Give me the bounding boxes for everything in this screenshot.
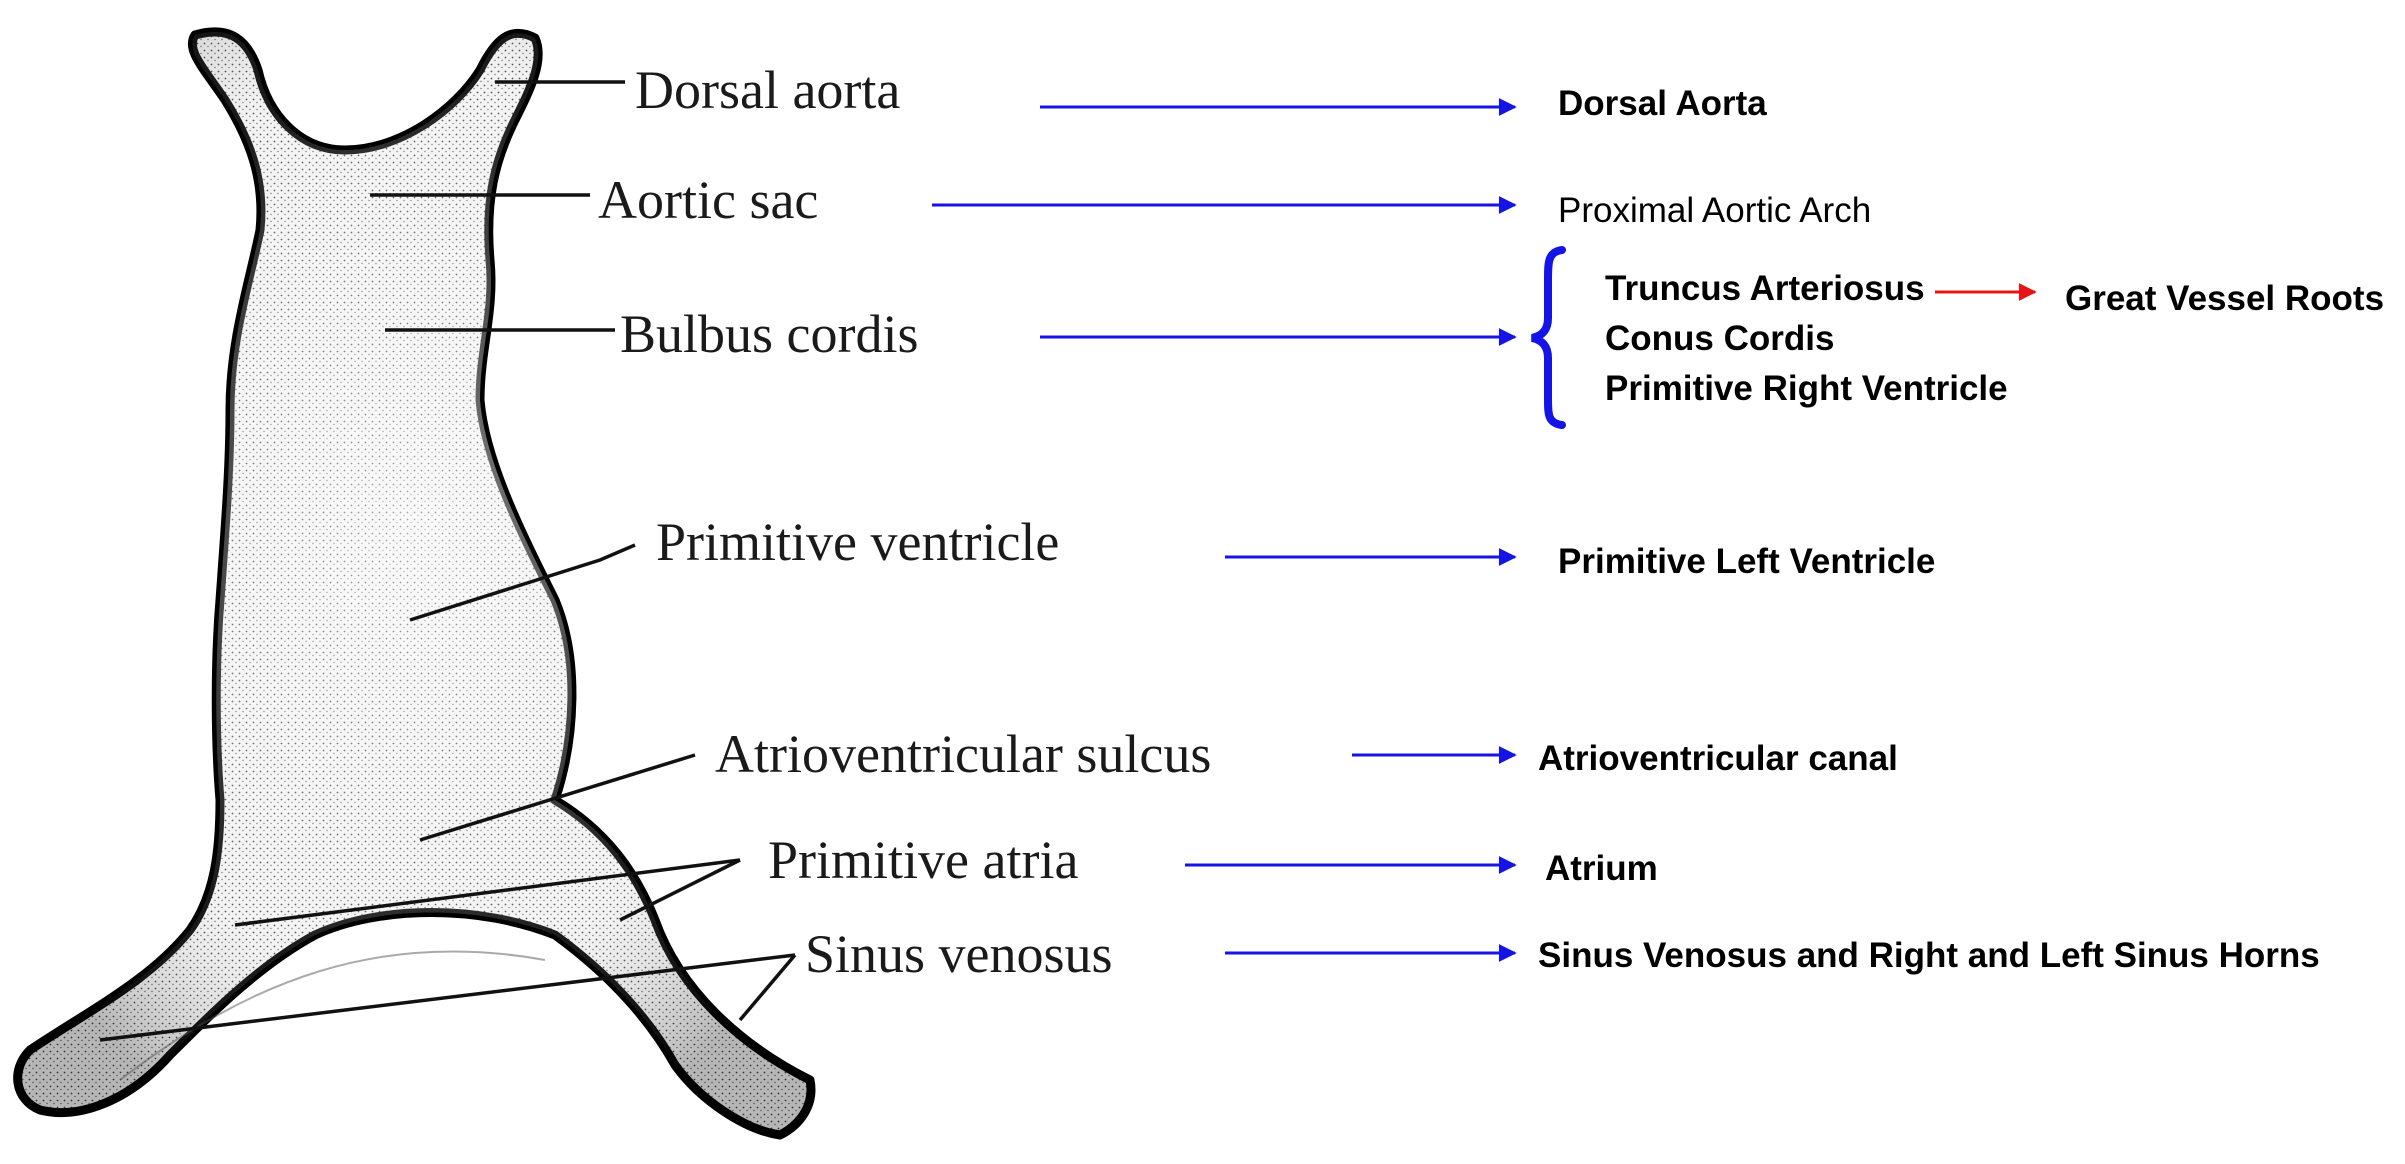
label-truncus-arteriosus: Truncus Arteriosus bbox=[1605, 269, 1925, 308]
leader-atria-b bbox=[619, 858, 741, 922]
label-atrium: Atrium bbox=[1545, 849, 1658, 888]
label-bulbus-cordis: Bulbus cordis bbox=[620, 304, 919, 364]
label-sinus-venosus: Sinus venosus bbox=[805, 924, 1113, 984]
leader-av-sulcus bbox=[419, 753, 696, 842]
bulbus-brace bbox=[1531, 246, 1566, 429]
label-dorsal-aorta: Dorsal aorta bbox=[635, 60, 900, 120]
heart-tube-illustration bbox=[13, 27, 816, 1140]
leader-sinus-b bbox=[738, 953, 797, 1022]
label-aortic-sac: Aortic sac bbox=[598, 170, 818, 230]
label-primitive-atria: Primitive atria bbox=[768, 830, 1078, 890]
leader-lines bbox=[99, 80, 797, 1042]
label-conus-cordis: Conus Cordis bbox=[1605, 319, 1834, 358]
label-av-canal: Atrioventricular canal bbox=[1538, 739, 1898, 778]
label-av-sulcus: Atrioventricular sulcus bbox=[715, 724, 1211, 784]
label-primitive-ventricle: Primitive ventricle bbox=[656, 512, 1059, 572]
label-primitive-right-ventricle: Primitive Right Ventricle bbox=[1605, 369, 2008, 408]
label-great-vessel-roots: Great Vessel Roots bbox=[2065, 279, 2384, 318]
label-derivative-dorsal-aorta: Dorsal Aorta bbox=[1558, 84, 1767, 123]
label-proximal-aortic-arch: Proximal Aortic Arch bbox=[1558, 191, 1871, 230]
leader-sinus-a bbox=[99, 953, 796, 1042]
mapping-arrows bbox=[932, 98, 2037, 962]
label-sinus-horns: Sinus Venosus and Right and Left Sinus H… bbox=[1538, 936, 2320, 975]
leader-atria-a bbox=[234, 858, 741, 927]
label-primitive-left-ventricle: Primitive Left Ventricle bbox=[1558, 542, 1935, 581]
leader-primitive-ventricle bbox=[409, 543, 636, 622]
